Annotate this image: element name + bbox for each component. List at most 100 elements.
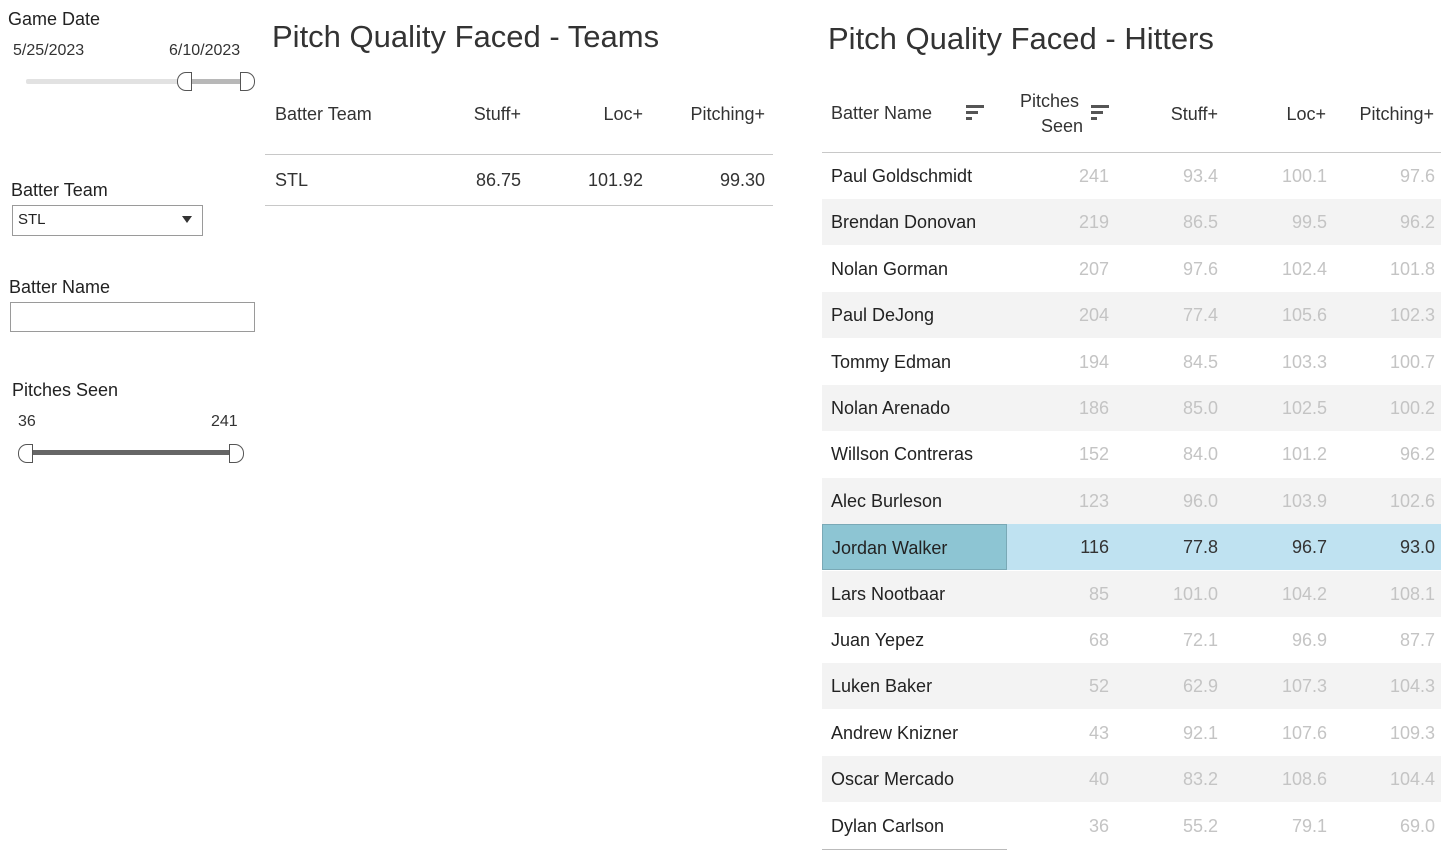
stuff-cell[interactable]: 84.5 (1182, 351, 1218, 372)
loc-cell[interactable]: 105.6 (1281, 305, 1327, 326)
loc-cell[interactable]: 96.7 (1291, 537, 1327, 558)
loc-cell[interactable]: 100.1 (1281, 166, 1327, 186)
loc-cell[interactable]: 107.6 (1281, 722, 1327, 743)
batter-name-cell[interactable]: Alec Burleson (822, 478, 1007, 524)
pitching-cell[interactable]: 109.3 (1389, 722, 1435, 743)
batter-name-cell[interactable]: Brendan Donovan (822, 199, 1007, 245)
stuff-cell[interactable]: 83.2 (1182, 769, 1218, 790)
loc-cell[interactable]: 96.9 (1291, 630, 1327, 650)
pitching-cell[interactable]: 97.6 (1399, 166, 1435, 186)
table-row[interactable]: Paul Goldschmidt 241 93.4 100.1 97.6 (822, 153, 1441, 199)
loc-cell[interactable]: 101.2 (1281, 444, 1327, 465)
teams-header-batter-team[interactable]: Batter Team (275, 104, 372, 124)
loc-cell[interactable]: 107.3 (1281, 676, 1327, 697)
teams-cell-loc[interactable]: 101.92 (587, 170, 643, 190)
teams-cell-team[interactable]: STL (275, 170, 309, 190)
hitters-header-loc[interactable]: Loc+ (1286, 104, 1326, 124)
hitters-header-pitches-line1[interactable]: Pitches (1019, 91, 1079, 111)
batter-team-dropdown[interactable]: STL (12, 205, 203, 236)
loc-cell[interactable]: 103.3 (1281, 351, 1327, 372)
teams-header-loc[interactable]: Loc+ (603, 104, 643, 124)
hitters-header-batter-name[interactable]: Batter Name (831, 103, 933, 123)
pitching-cell[interactable]: 96.2 (1399, 444, 1435, 465)
batter-name-cell[interactable]: Tommy Edman (822, 339, 1007, 385)
table-row[interactable]: Brendan Donovan 219 86.5 99.5 96.2 (822, 199, 1441, 246)
loc-cell[interactable]: 104.2 (1281, 583, 1327, 604)
pitches-seen-cell[interactable]: 207 (1078, 258, 1109, 279)
pitches-seen-cell[interactable]: 204 (1078, 305, 1109, 326)
pitching-cell[interactable]: 101.8 (1389, 258, 1435, 279)
game-date-start-handle[interactable] (177, 72, 192, 91)
table-row[interactable]: Paul DeJong 204 77.4 105.6 102.3 (822, 292, 1441, 339)
pitches-seen-cell[interactable]: 116 (1080, 537, 1109, 558)
table-row[interactable]: Willson Contreras 152 84.0 101.2 96.2 (822, 431, 1441, 477)
table-row[interactable]: Lars Nootbaar 85 101.0 104.2 108.1 (822, 570, 1441, 617)
stuff-cell[interactable]: 101.0 (1172, 583, 1218, 604)
pitches-seen-cell[interactable]: 219 (1078, 212, 1109, 233)
pitching-cell[interactable]: 102.3 (1389, 305, 1435, 326)
pitches-seen-cell[interactable]: 52 (1088, 676, 1109, 697)
loc-cell[interactable]: 102.5 (1281, 398, 1327, 418)
stuff-cell[interactable]: 77.8 (1182, 537, 1218, 558)
stuff-cell[interactable]: 85.0 (1182, 398, 1218, 418)
pitching-cell[interactable]: 93.0 (1399, 537, 1435, 558)
pitches-seen-cell[interactable]: 123 (1078, 490, 1109, 511)
loc-cell[interactable]: 79.1 (1291, 815, 1327, 836)
batter-name-input[interactable] (10, 302, 255, 332)
pitching-cell[interactable]: 102.6 (1389, 490, 1435, 511)
pitches-seen-cell[interactable]: 186 (1078, 398, 1109, 418)
pitches-seen-cell[interactable]: 241 (1078, 166, 1109, 186)
loc-cell[interactable]: 102.4 (1281, 258, 1327, 279)
table-row[interactable]: Juan Yepez 68 72.1 96.9 87.7 (822, 617, 1441, 663)
pitches-seen-cell[interactable]: 68 (1088, 630, 1109, 650)
pitching-cell[interactable]: 96.2 (1399, 212, 1435, 233)
loc-cell[interactable]: 103.9 (1281, 490, 1327, 511)
game-date-end-handle[interactable] (240, 72, 255, 91)
batter-name-cell[interactable]: Willson Contreras (822, 431, 1007, 477)
pitches-seen-cell[interactable]: 85 (1088, 583, 1109, 604)
hitters-header-pitches-line2[interactable]: Seen (1040, 116, 1083, 136)
stuff-cell[interactable]: 62.9 (1182, 676, 1218, 697)
batter-name-cell[interactable]: Jordan Walker (822, 524, 1007, 571)
pitching-cell[interactable]: 108.1 (1389, 583, 1435, 604)
stuff-cell[interactable]: 96.0 (1182, 490, 1218, 511)
teams-header-pitching[interactable]: Pitching+ (690, 104, 765, 124)
stuff-cell[interactable]: 77.4 (1182, 305, 1218, 326)
pitching-cell[interactable]: 87.7 (1399, 630, 1435, 650)
hitters-header-stuff[interactable]: Stuff+ (1170, 104, 1218, 124)
stuff-cell[interactable]: 92.1 (1182, 722, 1218, 743)
table-row[interactable]: Jordan Walker 116 77.8 96.7 93.0 (822, 524, 1441, 571)
pitches-seen-min-handle[interactable] (18, 444, 33, 463)
pitching-cell[interactable]: 104.4 (1389, 769, 1435, 790)
batter-name-cell[interactable]: Paul DeJong (822, 292, 1007, 338)
table-row[interactable]: Nolan Gorman 207 97.6 102.4 101.8 (822, 246, 1441, 292)
pitches-seen-cell[interactable]: 194 (1078, 351, 1109, 372)
teams-header-stuff[interactable]: Stuff+ (473, 104, 521, 124)
stuff-cell[interactable]: 55.2 (1182, 815, 1218, 836)
pitches-seen-cell[interactable]: 152 (1078, 444, 1109, 465)
table-row[interactable]: Nolan Arenado 186 85.0 102.5 100.2 (822, 385, 1441, 431)
stuff-cell[interactable]: 86.5 (1182, 212, 1218, 233)
batter-name-cell[interactable]: Paul Goldschmidt (822, 153, 1007, 199)
teams-cell-pitching[interactable]: 99.30 (719, 170, 765, 190)
batter-name-cell[interactable]: Nolan Arenado (822, 385, 1007, 431)
loc-cell[interactable]: 108.6 (1281, 769, 1327, 790)
batter-name-cell[interactable]: Lars Nootbaar (822, 571, 1007, 617)
stuff-cell[interactable]: 84.0 (1182, 444, 1218, 465)
table-row[interactable]: Alec Burleson 123 96.0 103.9 102.6 (822, 477, 1441, 524)
table-row[interactable]: Oscar Mercado 40 83.2 108.6 104.4 (822, 756, 1441, 803)
teams-cell-stuff[interactable]: 86.75 (475, 170, 521, 190)
pitches-seen-cell[interactable]: 40 (1088, 769, 1109, 790)
batter-name-cell[interactable]: Luken Baker (822, 663, 1007, 709)
table-row[interactable]: Andrew Knizner 43 92.1 107.6 109.3 (822, 710, 1441, 756)
batter-name-cell[interactable]: Dylan Carlson (822, 803, 1007, 849)
hitters-header-pitching[interactable]: Pitching+ (1359, 104, 1434, 124)
table-row[interactable]: Tommy Edman 194 84.5 103.3 100.7 (822, 339, 1441, 385)
pitches-seen-cell[interactable]: 43 (1088, 722, 1109, 743)
sort-descending-icon[interactable] (1091, 105, 1109, 121)
stuff-cell[interactable]: 93.4 (1182, 166, 1218, 186)
game-date-slider-track[interactable] (26, 79, 254, 84)
batter-name-cell[interactable]: Oscar Mercado (822, 756, 1007, 802)
loc-cell[interactable]: 99.5 (1291, 212, 1327, 233)
pitches-seen-max-handle[interactable] (229, 444, 244, 463)
